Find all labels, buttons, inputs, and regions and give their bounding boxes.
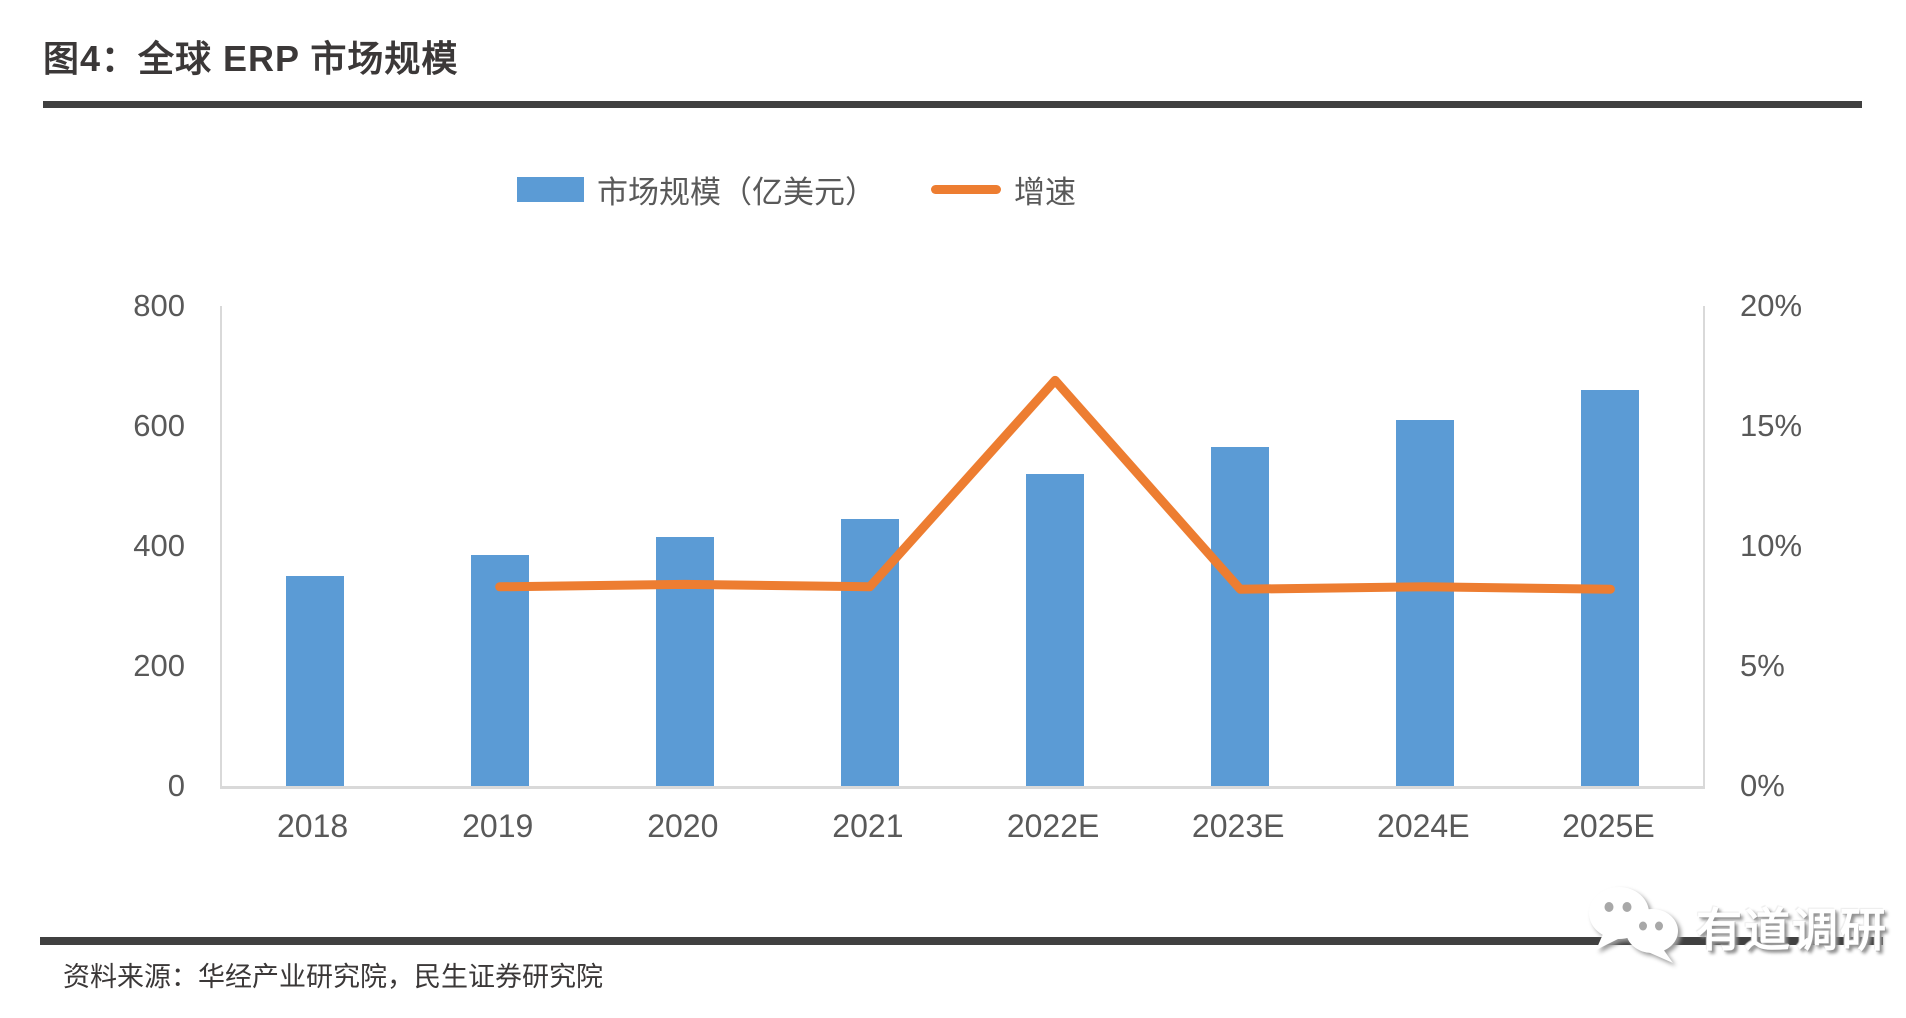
source-note: 资料来源：华经产业研究院，民生证券研究院 — [63, 962, 603, 992]
bar-2023E — [1211, 447, 1270, 786]
bar-2024E — [1396, 420, 1455, 786]
bar-2020 — [655, 537, 714, 786]
title-rule — [43, 101, 1862, 108]
left-axis-tick-800: 800 — [133, 288, 185, 323]
right-axis-tick-5pct: 5% — [1740, 648, 1785, 683]
left-axis-labels: 800 600 400 200 0 — [0, 288, 185, 803]
x-axis-labels: 2018 2019 2020 2021 2022E 2023E 2024E 2025E — [220, 808, 1701, 853]
x-axis-label-2021: 2021 — [832, 808, 904, 844]
wechat-icon — [1589, 887, 1678, 963]
left-axis-tick-200: 200 — [133, 648, 185, 683]
right-axis-tick-15pct: 15% — [1740, 408, 1803, 443]
legend-line-swatch — [931, 185, 1001, 194]
bar-2019 — [470, 555, 529, 786]
bar-2018 — [285, 576, 344, 786]
figure-title: 图4：全球 ERP 市场规模 — [43, 38, 459, 79]
legend-label-growth: 增速 — [1014, 175, 1076, 210]
left-axis-tick-600: 600 — [133, 408, 185, 443]
right-axis-labels: 20% 15% 10% 5% 0% — [1740, 288, 1906, 803]
left-axis-tick-400: 400 — [133, 528, 185, 563]
legend-bar-swatch — [517, 177, 584, 202]
legend-item-market-size: 市场规模（亿美元） — [517, 167, 876, 212]
x-axis-label-2024E: 2024E — [1377, 808, 1470, 844]
legend-label-market-size: 市场规模（亿美元） — [597, 175, 876, 210]
growth-line — [495, 375, 1615, 594]
x-axis-label-2023E: 2023E — [1191, 808, 1285, 844]
footer-rule — [40, 937, 1883, 945]
right-axis-tick-20pct: 20% — [1740, 288, 1803, 323]
x-axis-label-2022E: 2022E — [1006, 808, 1100, 844]
x-axis-label-2020: 2020 — [647, 808, 719, 844]
x-axis-label-2018: 2018 — [277, 808, 349, 844]
legend-item-growth: 增速 — [931, 167, 1076, 212]
brand-logo: 有道调研 — [1586, 884, 1888, 970]
x-axis-label-2019: 2019 — [462, 808, 534, 844]
chart-legend: 市场规模（亿美元） 增速 — [517, 167, 1076, 212]
right-axis-tick-10pct: 10% — [1740, 528, 1803, 563]
x-axis-label-2025E: 2025E — [1562, 808, 1655, 844]
plot-area — [220, 306, 1705, 789]
brand-logo-text: 有道调研 — [1696, 904, 1888, 956]
right-axis-tick-0pct: 0% — [1740, 768, 1785, 803]
left-axis-tick-0: 0 — [167, 768, 185, 803]
bar-2022E — [1026, 474, 1085, 786]
